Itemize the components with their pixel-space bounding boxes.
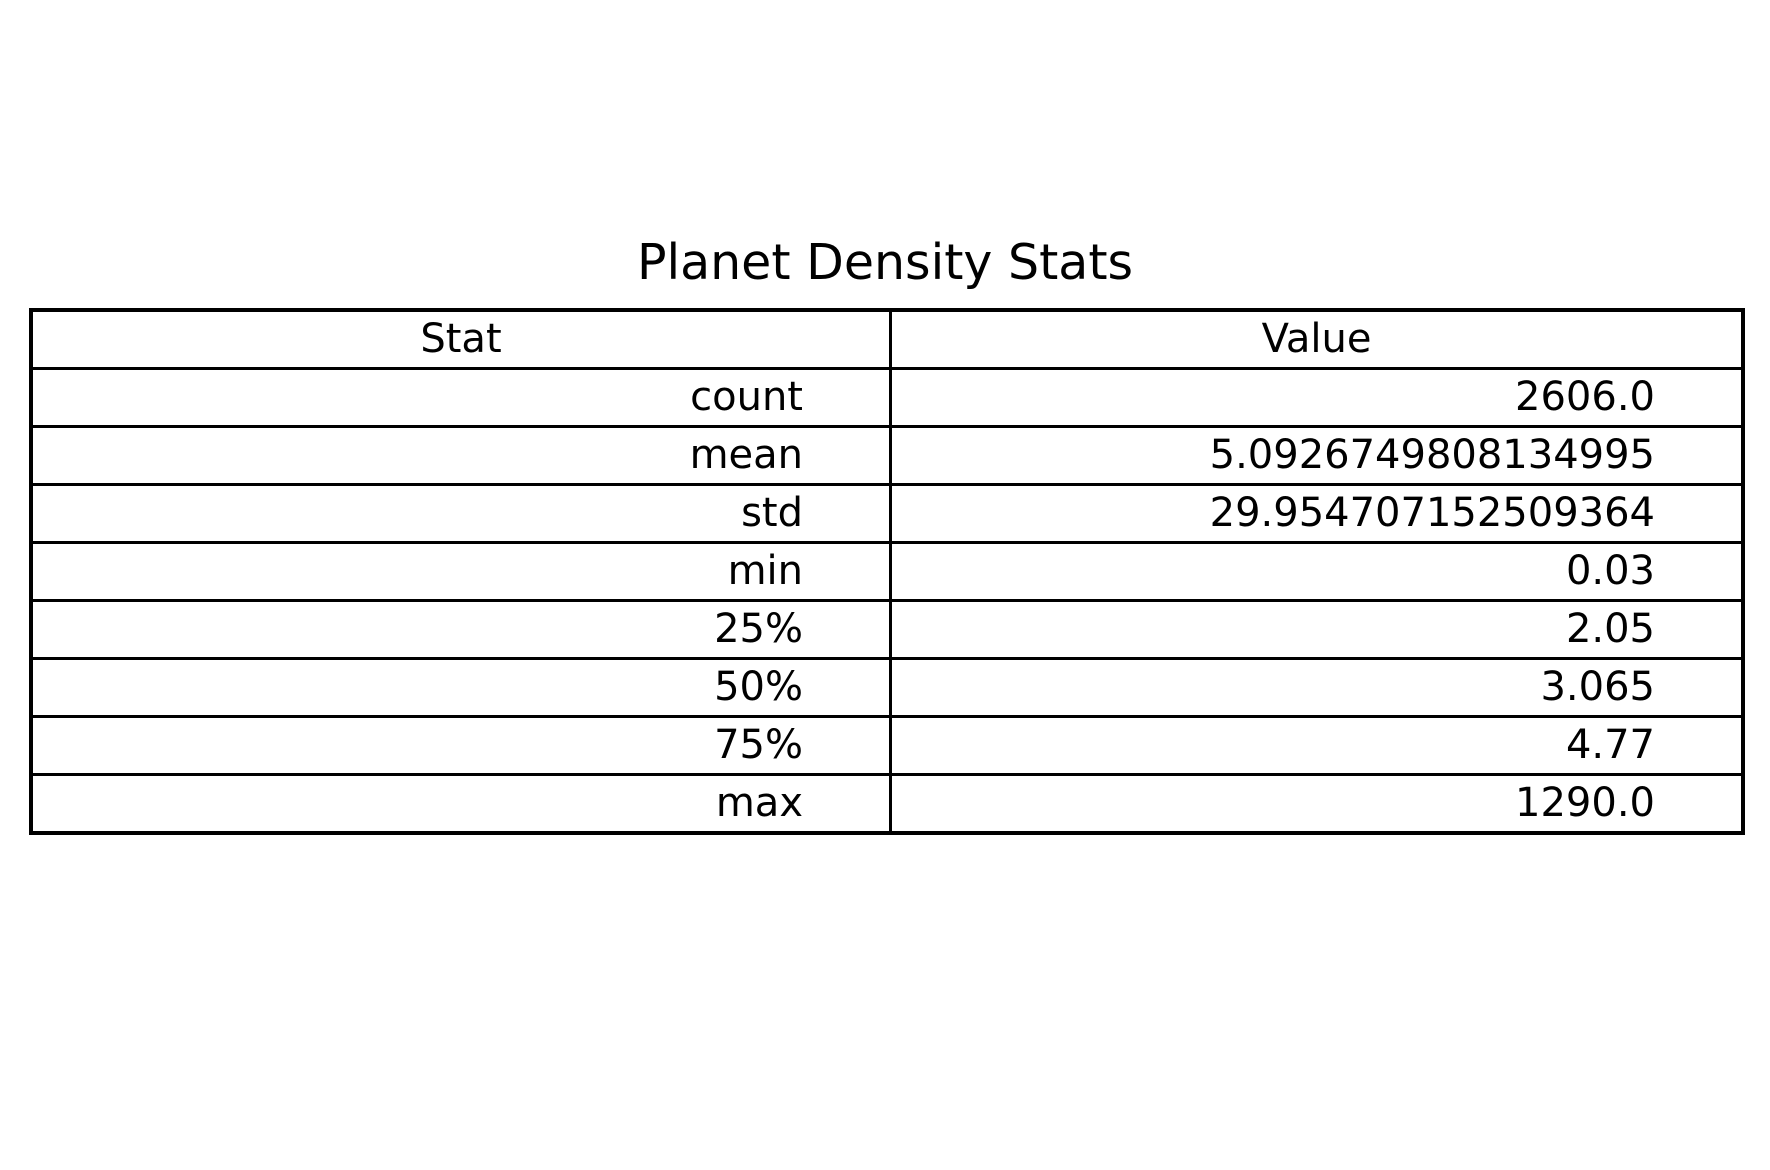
stats-table: Stat Value count 2606.0 mean 5.092674980… [29,308,1745,835]
value-cell: 2.05 [889,599,1745,660]
stat-cell: count [29,367,892,428]
value-cell: 3.065 [889,657,1745,718]
column-header-stat: Stat [29,308,892,370]
stat-cell: 75% [29,715,892,776]
table-row: 50% 3.065 [29,657,1745,718]
table-row: 25% 2.05 [29,599,1745,660]
value-cell: 0.03 [889,541,1745,602]
table-row: mean 5.0926749808134995 [29,425,1745,486]
value-cell: 5.0926749808134995 [889,425,1745,486]
stat-cell: min [29,541,892,602]
column-header-value: Value [889,308,1745,370]
value-cell: 4.77 [889,715,1745,776]
table-header-row: Stat Value [29,308,1745,370]
table-row: count 2606.0 [29,367,1745,428]
chart-title: Planet Density Stats [636,234,1134,291]
stat-cell: 50% [29,657,892,718]
value-cell: 29.954707152509364 [889,483,1745,544]
stat-cell: mean [29,425,892,486]
table-row: std 29.954707152509364 [29,483,1745,544]
stat-cell: std [29,483,892,544]
table-row: min 0.03 [29,541,1745,602]
value-cell: 1290.0 [889,773,1745,835]
table-row: 75% 4.77 [29,715,1745,776]
value-cell: 2606.0 [889,367,1745,428]
stat-cell: max [29,773,892,835]
stat-cell: 25% [29,599,892,660]
table-row: max 1290.0 [29,773,1745,835]
